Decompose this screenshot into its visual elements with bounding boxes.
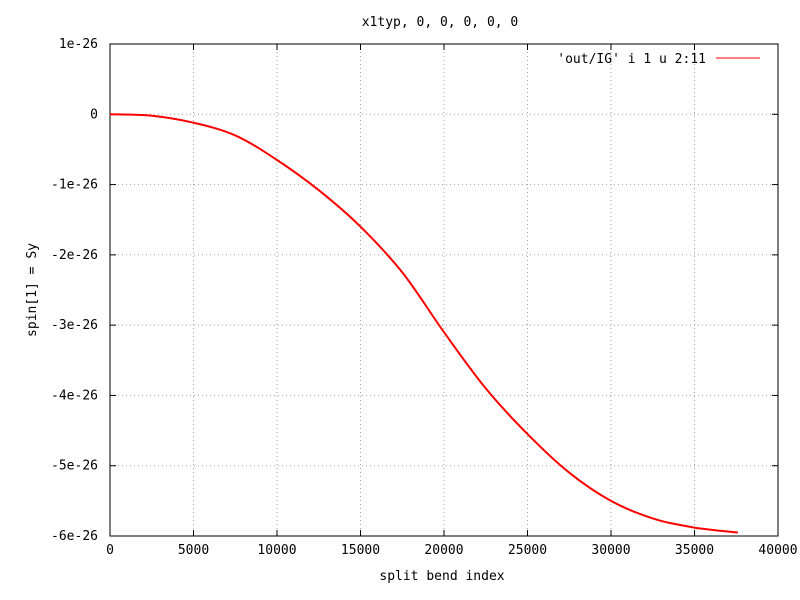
series-line — [109, 113, 739, 534]
x-tick-label: 35000 — [675, 543, 714, 558]
x-tick-label: 5000 — [178, 543, 209, 558]
x-tick-label: 30000 — [591, 543, 630, 558]
chart-title: x1typ, 0, 0, 0, 0, 0 — [362, 15, 519, 30]
legend-label: 'out/IG' i 1 u 2:11 — [557, 52, 706, 67]
y-tick-label: 0 — [90, 107, 98, 122]
y-tick-label: -4e-26 — [51, 388, 98, 403]
y-tick-label: -6e-26 — [51, 529, 98, 544]
x-tick-label: 20000 — [424, 543, 463, 558]
x-tick-label: 40000 — [758, 543, 797, 558]
x-tick-label: 10000 — [257, 543, 296, 558]
x-tick-label: 15000 — [341, 543, 380, 558]
y-tick-label: -1e-26 — [51, 178, 98, 193]
y-tick-label: -5e-26 — [51, 459, 98, 474]
y-tick-label: 1e-26 — [59, 37, 98, 52]
x-tick-label: 0 — [106, 543, 114, 558]
x-tick-label: 25000 — [508, 543, 547, 558]
y-axis-label: spin[1] = Sy — [25, 243, 40, 337]
y-tick-label: -3e-26 — [51, 318, 98, 333]
x-axis-label: split bend index — [379, 569, 504, 584]
y-tick-label: -2e-26 — [51, 248, 98, 263]
plot-area-frame — [109, 43, 779, 537]
